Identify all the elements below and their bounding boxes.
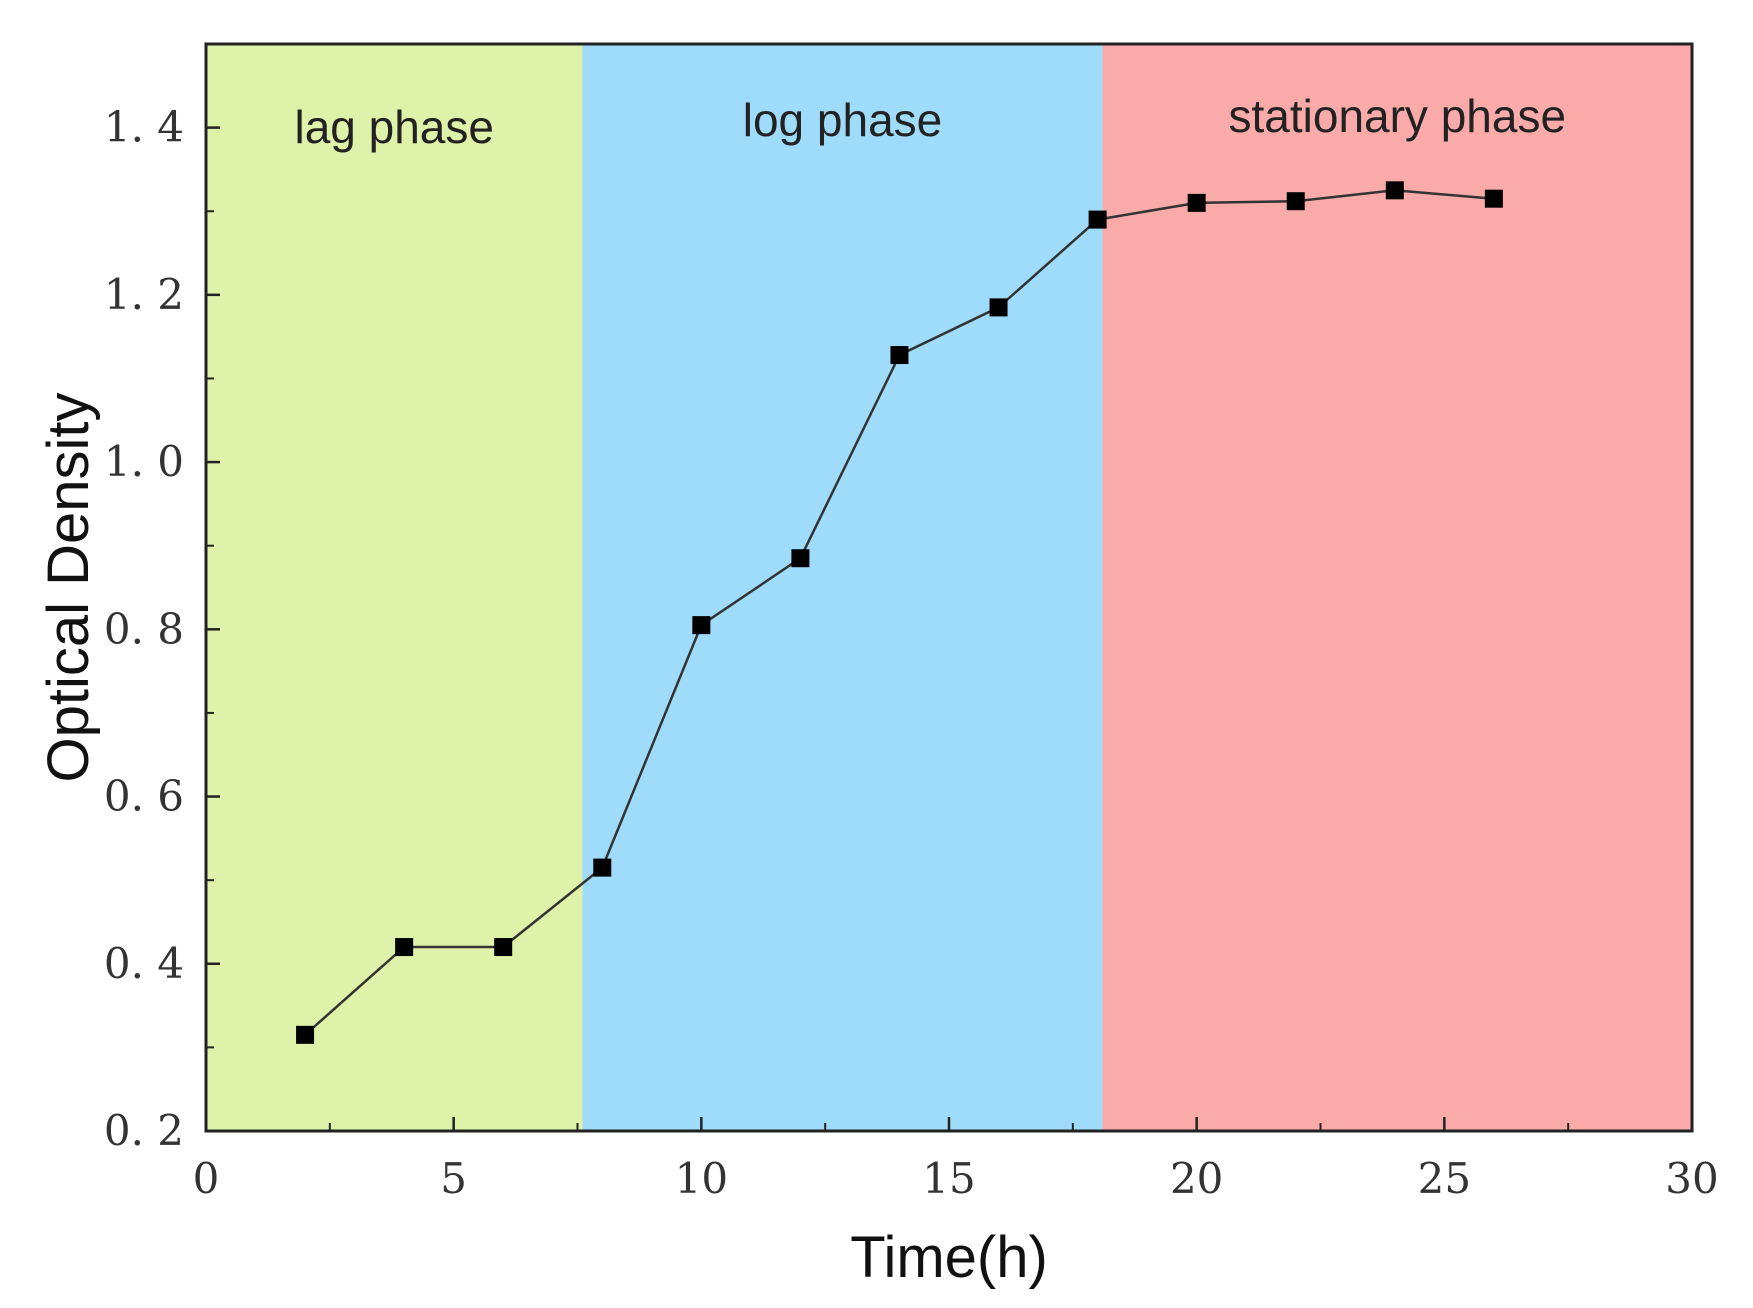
y-axis-ticks: 0. 2 0. 4 0. 6 0. 8 1. 0 1. 2 1. 4	[104, 103, 220, 1155]
y-tick-label: 1. 2	[104, 270, 184, 319]
data-point-marker	[395, 938, 414, 957]
phase-region-2	[582, 44, 1103, 1131]
phase-regions	[206, 44, 1692, 1131]
x-tick-label: 25	[1418, 1154, 1471, 1203]
x-axis-title: Time(h)	[850, 1225, 1048, 1290]
data-point-marker	[1385, 181, 1404, 200]
data-point-marker	[1484, 189, 1503, 208]
data-point-marker	[791, 549, 810, 568]
x-tick-label: 5	[440, 1154, 467, 1203]
phase-region-3	[1102, 44, 1692, 1131]
data-point-marker	[1088, 210, 1107, 229]
data-point-marker	[296, 1025, 315, 1044]
x-axis-ticks: 0 5 10 15 20 25 30	[193, 1117, 1719, 1203]
data-point-marker	[989, 298, 1008, 317]
data-point-marker	[1286, 192, 1305, 211]
data-point-marker	[593, 858, 612, 877]
y-tick-label: 1. 4	[104, 103, 184, 152]
x-tick-label: 0	[193, 1154, 220, 1203]
x-tick-label: 15	[922, 1154, 975, 1203]
data-point-marker	[890, 346, 909, 365]
phase-labels: lag phase log phase stationary phase	[294, 90, 1566, 153]
phase-region-1	[206, 44, 583, 1131]
data-point-marker	[494, 938, 513, 957]
y-tick-label: 1. 0	[104, 437, 184, 486]
phase-label-3: stationary phase	[1229, 90, 1567, 142]
x-tick-label: 20	[1170, 1154, 1223, 1203]
data-markers	[296, 181, 1503, 1044]
y-tick-label: 0. 8	[104, 604, 184, 653]
y-tick-label: 0. 4	[104, 939, 184, 988]
y-axis-title: Optical Density	[36, 392, 101, 782]
x-tick-label: 30	[1665, 1154, 1718, 1203]
data-point-marker	[1187, 193, 1206, 212]
y-tick-label: 0. 6	[104, 772, 184, 821]
y-tick-label: 0. 2	[104, 1106, 184, 1155]
phase-label-1: lag phase	[294, 101, 494, 153]
x-tick-label: 10	[675, 1154, 728, 1203]
phase-label-2: log phase	[743, 94, 943, 146]
data-point-marker	[692, 616, 711, 635]
